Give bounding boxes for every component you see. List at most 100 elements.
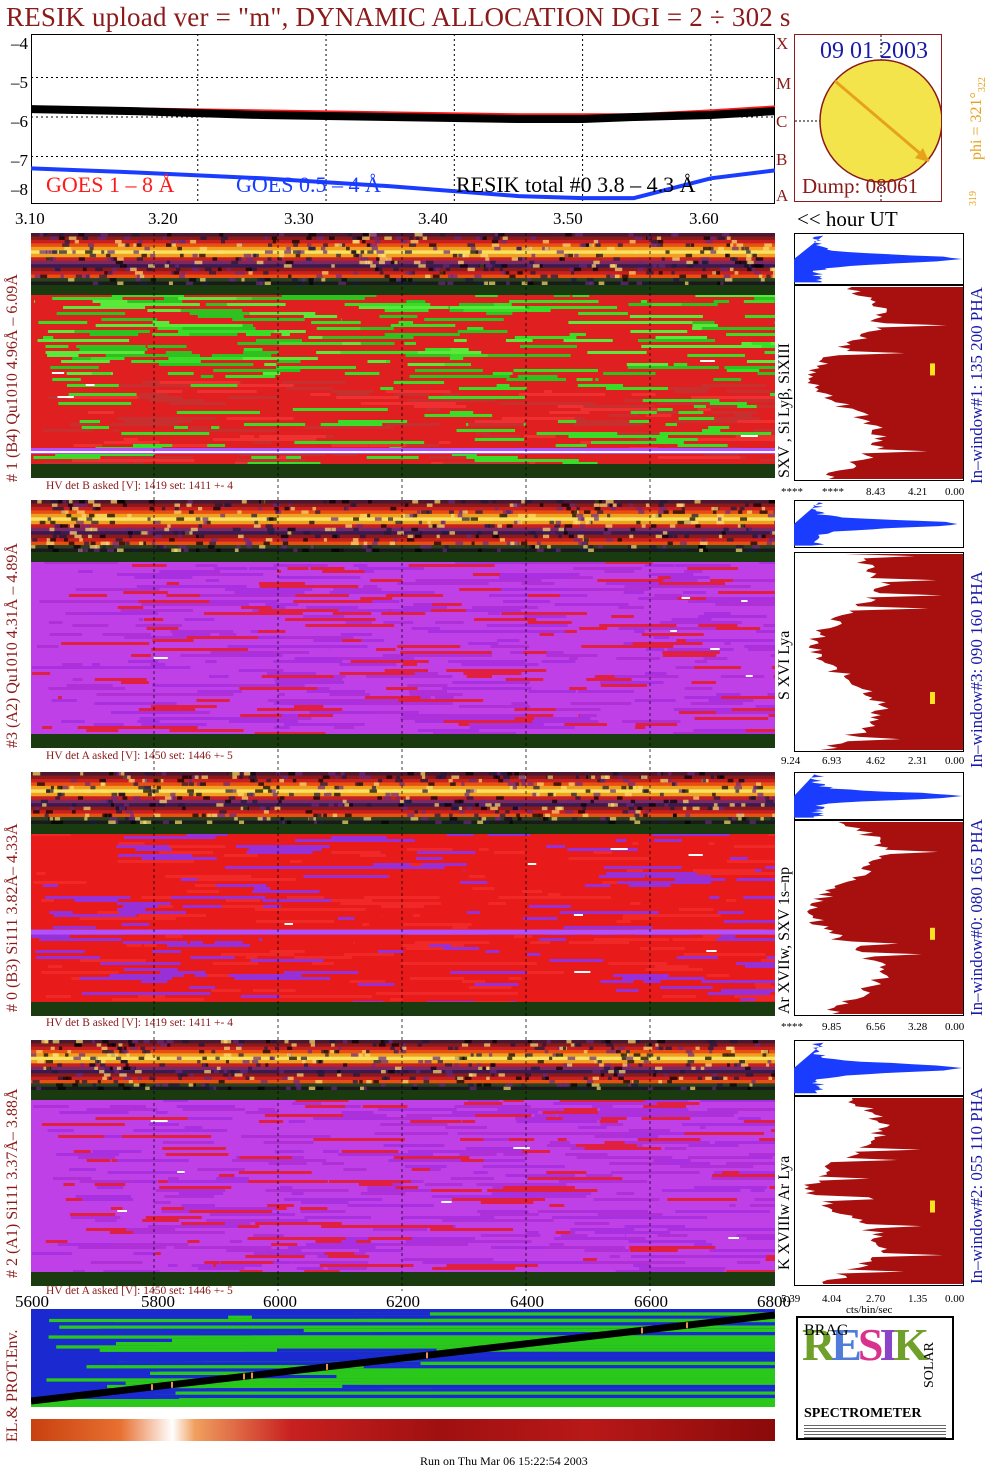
strip-noise (46, 541, 55, 546)
strip-noise (556, 506, 563, 511)
spectrogram-cell (163, 1099, 189, 1102)
strip-noise (85, 782, 91, 786)
spectrogram-cell (116, 1159, 189, 1162)
spectrogram-cell (141, 603, 232, 606)
spectrogram-cell (120, 681, 149, 684)
spectrogram-cell (685, 899, 724, 902)
strip-noise (159, 1063, 165, 1067)
strip-noise (80, 503, 88, 507)
spectrogram-cell (513, 935, 532, 938)
strip-noise (686, 260, 694, 265)
strip-noise (353, 271, 358, 275)
strip-noise (433, 1070, 437, 1074)
spectrogram-cell (123, 420, 192, 423)
strip-noise (500, 239, 507, 244)
spectrogram-cell (259, 585, 350, 588)
spectrogram-cell (211, 591, 305, 594)
strip-noise (347, 789, 353, 793)
spectrogram-cell (606, 1126, 701, 1129)
spectrogram-cell (760, 402, 775, 405)
spectrogram-cell (754, 297, 775, 300)
spectrogram-cell (699, 717, 768, 720)
strip-noise (396, 236, 402, 240)
spectrogram-cell (546, 654, 598, 657)
strip-noise (78, 548, 82, 552)
strip-noise (490, 806, 498, 811)
strip-noise (574, 1043, 582, 1047)
strip-noise (591, 264, 596, 268)
spectrogram-cell (165, 351, 192, 354)
spectrogram-cell (624, 1141, 710, 1144)
strip-noise (494, 264, 502, 268)
strip-noise (242, 1060, 250, 1064)
spectrogram-hot (85, 384, 95, 386)
spectrogram-cell (195, 564, 218, 567)
spectrogram-cell (713, 1255, 767, 1258)
strip-noise (577, 534, 584, 539)
spectrogram-cell (756, 630, 775, 633)
spectrogram-cell (78, 1156, 115, 1159)
strip-noise (749, 1083, 753, 1087)
strip-noise (363, 541, 368, 546)
strip-noise (668, 772, 672, 776)
strip-noise (475, 803, 480, 807)
strip-noise (450, 782, 456, 786)
spectrogram-cell (500, 588, 574, 591)
strip-noise (532, 813, 540, 818)
spectrogram-cell (760, 459, 775, 462)
strip-noise (174, 503, 180, 507)
strip-noise (767, 1060, 772, 1064)
strip-noise (552, 1053, 559, 1057)
strip-noise (308, 246, 315, 251)
strip-noise (336, 253, 341, 258)
strip-noise (703, 548, 709, 552)
strip-noise (156, 545, 164, 549)
spectrogram-cell (553, 714, 579, 717)
strip-noise (286, 246, 291, 251)
strip-noise (76, 510, 85, 514)
spectrogram-cell (733, 579, 775, 582)
strip-noise (549, 520, 554, 525)
strip-noise (279, 1070, 284, 1074)
spectrogram-cell (358, 567, 411, 570)
spectrogram-cell (133, 1129, 228, 1132)
spectrogram-cell (342, 639, 362, 642)
strip-band (31, 796, 775, 801)
strip-noise (117, 1046, 123, 1050)
strip-noise (592, 267, 599, 272)
strip-noise (99, 1070, 105, 1074)
strip-noise (618, 775, 623, 779)
strip-noise (134, 1070, 142, 1074)
spectrogram-cell (630, 375, 667, 378)
spectrogram-cell (310, 567, 345, 570)
spectrogram-cell (216, 1177, 249, 1180)
spectrogram-cell (636, 438, 669, 441)
spectrogram-cell (458, 387, 527, 390)
strip-noise (178, 545, 187, 549)
strip-noise (766, 541, 772, 546)
spectrogram-cell (360, 1192, 406, 1195)
spectrogram-cell (525, 660, 542, 663)
spectrogram-cell (380, 851, 476, 854)
spectrogram-cell (324, 1252, 355, 1255)
strip-noise (287, 531, 292, 535)
spectrogram-cell (406, 848, 489, 851)
strip-noise (101, 799, 109, 804)
strip-noise (585, 789, 591, 793)
spectrogram-cell (628, 1240, 707, 1243)
strip-noise (210, 799, 216, 804)
strip-noise (260, 1080, 268, 1084)
resik-logo: RESIK BRAG SOLAR SPECTROMETER (796, 1316, 954, 1440)
strip-noise (201, 813, 206, 818)
strip-noise (646, 271, 654, 275)
spectrogram-cell (61, 642, 150, 645)
strip-noise (652, 1073, 657, 1077)
strip-noise (734, 785, 743, 790)
strip-noise (732, 246, 739, 251)
spectrogram-cell (494, 630, 565, 633)
strip-noise (520, 778, 527, 783)
spectrogram-cell (31, 666, 94, 669)
strip-noise (440, 527, 447, 532)
spectrogram-cell (474, 459, 550, 462)
spectrogram-cell (645, 923, 712, 926)
